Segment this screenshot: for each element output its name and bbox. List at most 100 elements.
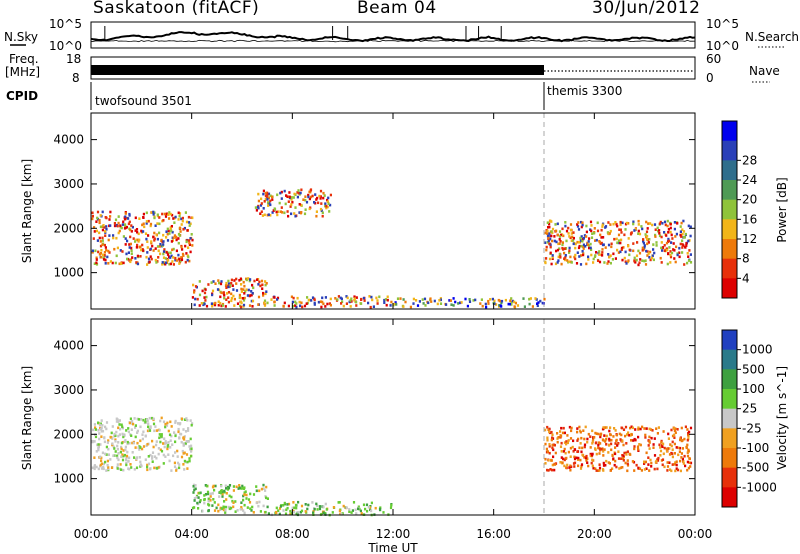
echo-cell bbox=[198, 293, 202, 297]
echo-cell bbox=[269, 203, 272, 207]
echo-cell bbox=[287, 214, 290, 218]
echo-cell bbox=[115, 254, 118, 258]
echo-cell bbox=[605, 459, 608, 463]
echo-cell bbox=[180, 258, 184, 262]
echo-cell bbox=[589, 242, 592, 246]
echo-cell bbox=[565, 440, 568, 443]
echo-cell bbox=[614, 429, 617, 432]
echo-cell bbox=[399, 297, 402, 300]
echo-cell bbox=[673, 429, 676, 432]
echo-cell bbox=[569, 228, 573, 232]
echo-cell bbox=[244, 290, 247, 293]
echo-cell bbox=[128, 441, 131, 445]
velocity-ylabel: Slant Range [km] bbox=[20, 366, 34, 470]
echo-cell bbox=[304, 503, 307, 506]
echo-cell bbox=[158, 222, 161, 226]
echo-cell bbox=[625, 221, 629, 225]
echo-cell bbox=[602, 426, 605, 429]
echo-cell bbox=[568, 425, 571, 429]
echo-cell bbox=[121, 250, 124, 253]
echo-cell bbox=[177, 253, 180, 257]
echo-cell bbox=[163, 212, 166, 216]
echo-cell bbox=[98, 253, 101, 256]
echo-cell bbox=[91, 249, 94, 253]
echo-cell bbox=[591, 429, 594, 433]
echo-cell bbox=[627, 431, 630, 434]
echo-cell bbox=[597, 446, 600, 450]
echo-cell bbox=[180, 432, 183, 436]
echo-cell bbox=[99, 443, 102, 446]
echo-cell bbox=[319, 195, 322, 198]
echo-cell bbox=[264, 198, 267, 201]
echo-cell bbox=[169, 212, 172, 216]
echo-cell bbox=[424, 304, 427, 307]
echo-cell bbox=[606, 262, 609, 265]
echo-cell bbox=[98, 236, 101, 240]
echo-cell bbox=[562, 457, 565, 461]
echo-cell bbox=[357, 507, 360, 511]
echo-cell bbox=[105, 248, 108, 252]
echo-cell bbox=[164, 425, 167, 429]
echo-cell bbox=[319, 207, 323, 211]
echo-cell bbox=[677, 453, 680, 457]
echo-cell bbox=[122, 468, 125, 472]
echo-cell bbox=[578, 446, 581, 450]
echo-cell bbox=[112, 445, 115, 449]
echo-cell bbox=[600, 228, 603, 232]
echo-cell bbox=[626, 469, 629, 473]
echo-cell bbox=[313, 507, 316, 511]
echo-cell bbox=[141, 433, 144, 436]
echo-cell bbox=[336, 298, 339, 301]
echo-cell bbox=[682, 244, 685, 247]
echo-cell bbox=[241, 297, 244, 300]
echo-cell bbox=[139, 446, 142, 449]
echo-cell bbox=[153, 239, 156, 242]
echo-cell bbox=[583, 445, 586, 449]
echo-cell bbox=[269, 199, 272, 203]
echo-cell bbox=[626, 462, 629, 466]
echo-cell bbox=[259, 510, 262, 513]
echo-cell bbox=[233, 304, 236, 307]
echo-cell bbox=[162, 462, 165, 465]
echo-cell bbox=[144, 434, 147, 438]
echo-cell bbox=[219, 508, 222, 511]
echo-cell bbox=[630, 439, 633, 442]
echo-cell bbox=[601, 223, 604, 227]
echo-cell bbox=[245, 493, 248, 497]
echo-cell bbox=[612, 435, 615, 438]
echo-cell bbox=[607, 461, 610, 464]
echo-cell bbox=[675, 232, 678, 236]
echo-cell bbox=[655, 244, 658, 247]
echo-cell bbox=[663, 231, 666, 234]
echo-cell bbox=[180, 256, 183, 259]
echo-cell bbox=[590, 248, 593, 251]
echo-cell bbox=[290, 212, 293, 216]
echo-cell bbox=[648, 255, 651, 259]
echo-cell bbox=[160, 416, 163, 420]
echo-cell bbox=[618, 467, 621, 470]
echo-cell bbox=[269, 214, 272, 217]
echo-cell bbox=[243, 292, 246, 295]
echo-cell bbox=[658, 232, 661, 235]
echo-cell bbox=[620, 248, 623, 251]
echo-cell bbox=[191, 244, 194, 247]
echo-cell bbox=[257, 199, 260, 203]
echo-cell bbox=[242, 498, 245, 502]
echo-cell bbox=[101, 451, 104, 455]
echo-cell bbox=[230, 299, 233, 303]
echo-cell bbox=[130, 249, 133, 252]
echo-cell bbox=[142, 212, 145, 216]
echo-cell bbox=[340, 513, 343, 516]
echo-cell bbox=[185, 417, 188, 420]
echo-cell bbox=[384, 298, 387, 301]
echo-cell bbox=[93, 226, 96, 229]
echo-cell bbox=[172, 263, 175, 266]
echo-cell bbox=[547, 428, 550, 431]
echo-cell bbox=[594, 447, 597, 450]
echo-cell bbox=[158, 436, 161, 440]
echo-cell bbox=[174, 421, 177, 424]
echo-cell bbox=[256, 278, 259, 281]
echo-cell bbox=[418, 300, 421, 303]
echo-cell bbox=[673, 433, 676, 437]
echo-cell bbox=[468, 300, 472, 303]
